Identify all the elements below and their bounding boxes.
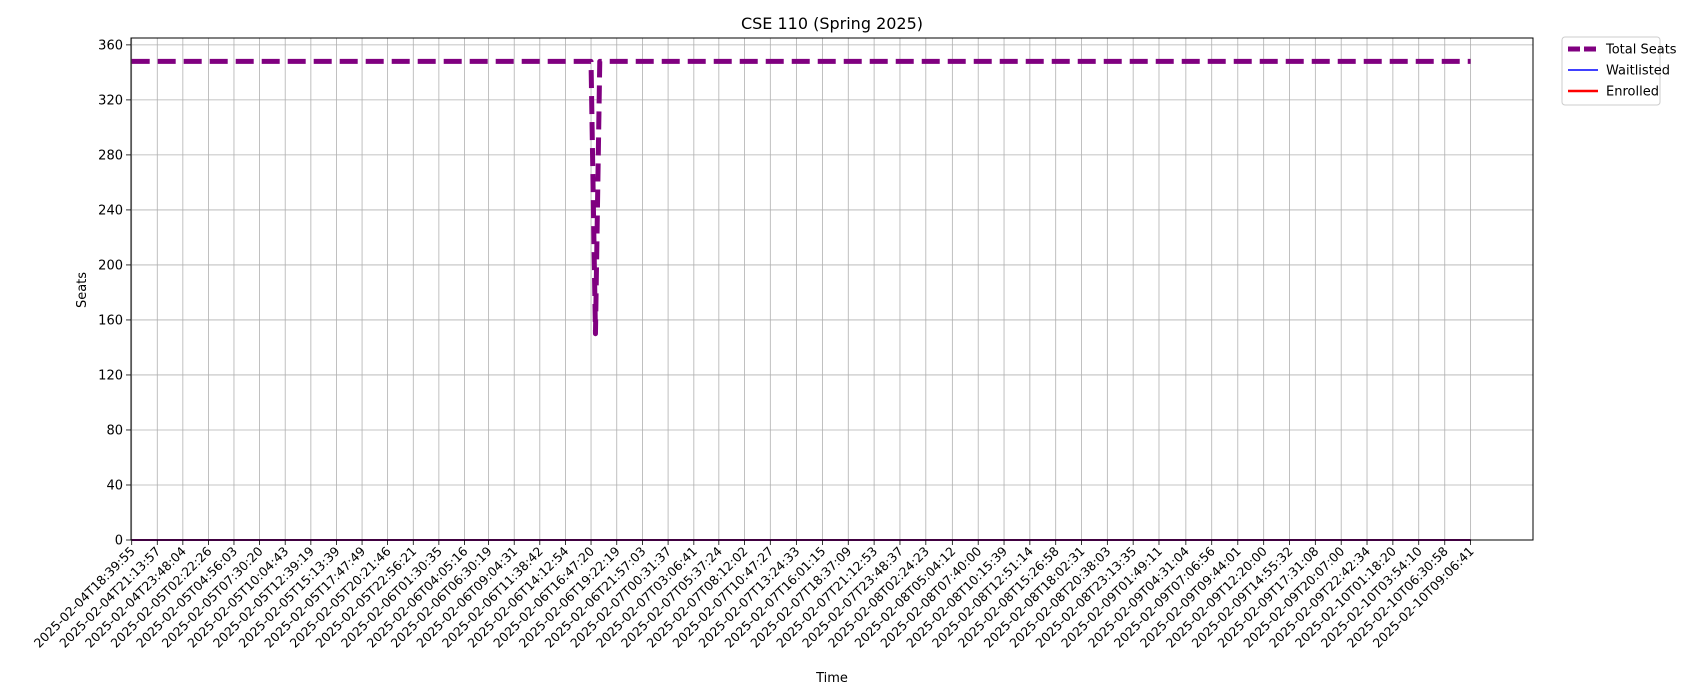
y-tick-label: 40	[106, 478, 123, 493]
y-tick-label: 160	[98, 313, 123, 328]
legend: Total Seats Waitlisted Enrolled	[1561, 36, 1677, 106]
legend-label: Enrolled	[1606, 85, 1659, 100]
legend-label: Waitlisted	[1606, 64, 1670, 79]
grid	[131, 38, 1533, 541]
series-line-total-seats	[131, 58, 1471, 337]
legend-box	[1561, 36, 1661, 106]
y-tick-label: 320	[98, 93, 123, 108]
y-tick-label: 240	[98, 203, 123, 218]
legend-label: Total Seats	[1605, 43, 1677, 58]
y-tick-label: 360	[98, 38, 123, 53]
y-tick-label: 280	[98, 148, 123, 163]
y-tick-label: 120	[98, 368, 123, 383]
y-axis: 0 40 80 120 160 200 240 280 320 360	[98, 38, 131, 549]
y-tick-label: 80	[106, 423, 123, 438]
y-tick-label: 0	[115, 534, 123, 549]
chart-title: CSE 110 (Spring 2025)	[741, 14, 923, 33]
plot-frame	[130, 37, 1534, 541]
x-axis: 2025-02-04T18:39:552025-02-04T21:13:5720…	[31, 540, 1477, 651]
y-tick-label: 200	[98, 258, 123, 273]
y-axis-label: Seats	[75, 272, 90, 308]
x-axis-label: Time	[815, 671, 848, 686]
